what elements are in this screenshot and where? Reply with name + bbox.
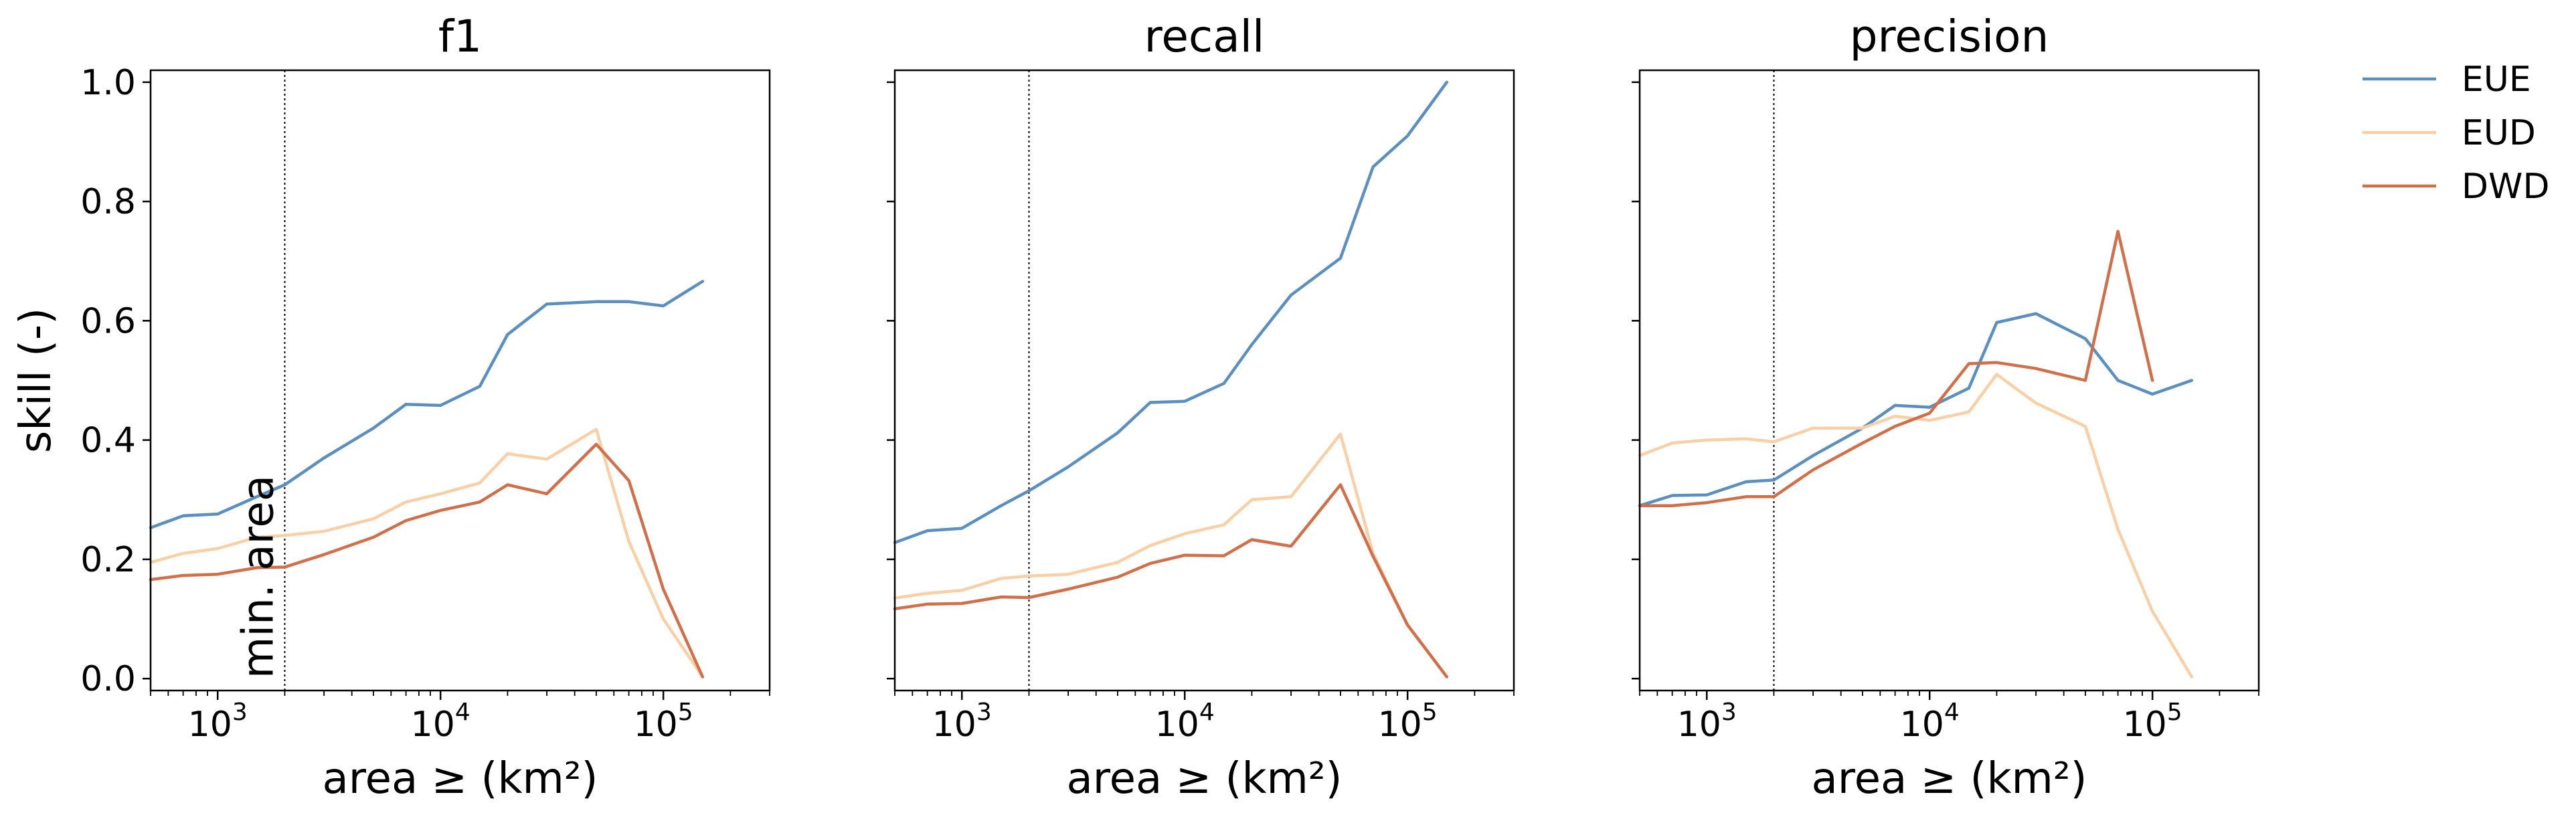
series-line-DWD <box>893 483 1449 678</box>
panel-recall: recall 103 104 105 area ≥ (km²) <box>887 11 1515 804</box>
legend-label: EUE <box>2462 60 2531 100</box>
x-tick-label: 103 <box>932 699 992 745</box>
x-tick-label: 104 <box>1155 699 1215 745</box>
y-tick-label: 0.6 <box>80 301 136 341</box>
plot-frame <box>1638 69 2260 692</box>
panel-title: f1 <box>438 11 482 62</box>
legend-label: DWD <box>2462 167 2550 207</box>
y-tick-label: 0.8 <box>80 182 136 222</box>
panel-title: recall <box>1144 11 1265 62</box>
legend-label: EUD <box>2462 113 2536 153</box>
min-area-label: min. area <box>234 475 283 678</box>
x-tick-label: 105 <box>2123 699 2182 745</box>
panels: f1 0.0 0.2 0.4 0.6 0.8 1.0 103 104 105 area ≥ (km²… <box>80 11 2260 804</box>
legend-item-EUD: EUD <box>2363 113 2536 153</box>
series-line-DWD <box>149 442 705 678</box>
x-tick-label: 103 <box>1677 699 1737 745</box>
series-line-DWD <box>1638 230 2154 507</box>
series-line-EUD <box>149 428 705 678</box>
y-tick-label: 1.0 <box>80 63 136 103</box>
y-tick-label: 0.4 <box>80 421 136 461</box>
x-tick-label: 105 <box>1378 699 1438 745</box>
x-axis-label: area ≥ (km²) <box>322 754 598 804</box>
plot-frame <box>893 69 1515 692</box>
series-line-EUE <box>149 280 705 529</box>
x-tick-label: 103 <box>188 699 248 745</box>
legend-item-EUE: EUE <box>2363 60 2531 100</box>
series-line-EUE <box>893 80 1449 545</box>
plot-frame <box>149 69 771 692</box>
x-tick-label: 105 <box>634 699 693 745</box>
x-tick-label: 104 <box>1900 699 1960 745</box>
panel-precision: precision 103 104 105 area ≥ (km²) <box>1632 11 2260 804</box>
legend-item-DWD: DWD <box>2363 167 2550 207</box>
panel-f1: f1 0.0 0.2 0.4 0.6 0.8 1.0 103 104 105 area ≥ (km²… <box>80 11 771 804</box>
series-line-EUE <box>1638 312 2194 507</box>
x-axis-label: area ≥ (km²) <box>1811 754 2087 804</box>
panel-title: precision <box>1850 11 2049 62</box>
y-tick-label: 0.2 <box>80 540 136 580</box>
y-tick-label: 0.0 <box>80 659 136 699</box>
x-tick-label: 104 <box>411 699 470 745</box>
x-axis-label: area ≥ (km²) <box>1066 754 1342 804</box>
legend: EUE EUD DWD <box>2363 60 2550 207</box>
y-axis-label: skill (-) <box>11 308 61 453</box>
series-line-EUD <box>893 432 1449 678</box>
